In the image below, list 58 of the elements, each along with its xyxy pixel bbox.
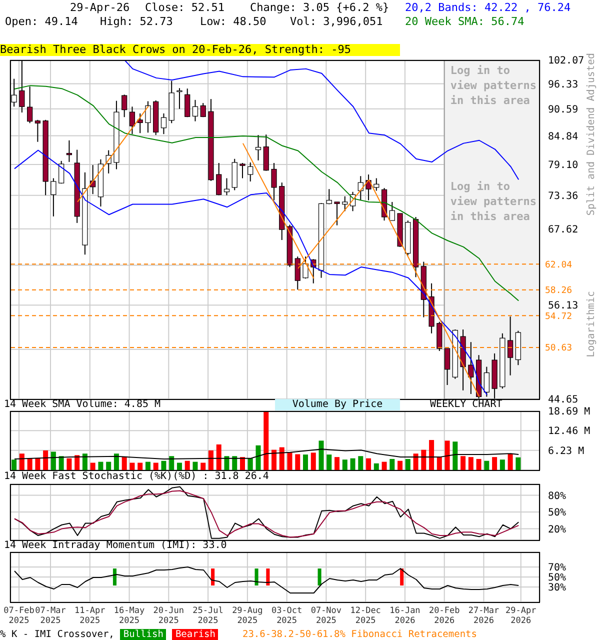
ref-line-label: 54.72 — [545, 312, 572, 322]
chart-title: 14 Week Fast Stochastic (%K)(%D) : 31.8 26.4 — [4, 471, 269, 483]
ref-line-label: 50.63 — [545, 344, 572, 354]
y-tick-label: 67.62 — [548, 224, 578, 236]
y-tick-label: 79.10 — [548, 160, 578, 172]
x-tick-label: 29-Apr 2026 — [506, 606, 536, 626]
text: Vol: 3,996,051 — [290, 15, 383, 28]
text: Bearish Three Black Crows on 20-Feb-26, Strength: -95 — [0, 43, 400, 56]
x-tick-label: 20-Jun 2025 — [153, 606, 184, 626]
x-tick-label: 07-Mar 2025 — [35, 606, 66, 626]
y-axis-title: Split and Dividend Adjusted — [586, 53, 598, 216]
y-tick-label: 73.36 — [548, 190, 578, 202]
y-tick-label: 20% — [548, 524, 566, 536]
ref-line-label: 58.26 — [545, 286, 572, 296]
chart-title: 14 Week SMA Volume: 4.85 M — [4, 399, 161, 411]
y-tick-label: 90.59 — [548, 104, 578, 116]
text: High: 52.73 — [100, 15, 173, 28]
text: Bullish — [120, 628, 166, 640]
x-tick-label: 16-May 2025 — [114, 606, 145, 626]
x-tick-label: 11-Apr 2025 — [74, 606, 106, 626]
text: Low: 48.50 — [200, 15, 266, 28]
x-tick-label: 16-Jan 2026 — [390, 606, 420, 626]
ref-line-label: 62.04 — [545, 260, 572, 270]
text: Open: 49.14 — [5, 15, 78, 28]
band-label: Log in to view patterns in this area — [450, 64, 536, 107]
y-tick-label: 44.65 — [548, 394, 578, 406]
y-tick-label: 102.07 — [548, 56, 584, 67]
x-tick-label: 12-Dec 2025 — [350, 606, 381, 626]
x-tick-label: 29-Aug 2025 — [232, 606, 263, 626]
annotation: Volume By Price — [275, 399, 400, 411]
x-tick-label: 07-Feb 2025 — [4, 606, 34, 626]
y-tick-label: 84.84 — [548, 131, 578, 142]
y-tick-label: 70% — [548, 562, 566, 574]
text: Change: 3.05 {+6.2 %} — [250, 1, 390, 14]
y-tick-label: 18.69 M — [548, 406, 590, 418]
text: 29-Apr-26 — [70, 1, 130, 14]
y-tick-label: 6.23 M — [548, 446, 584, 457]
y-tick-label: 50% — [548, 572, 566, 584]
y-tick-label: 96.33 — [548, 79, 578, 90]
x-tick-label: 07-Nov 2025 — [310, 606, 342, 626]
x-tick-label: 03-Oct 2025 — [271, 606, 302, 626]
y-tick-label: 12.46 M — [548, 426, 590, 438]
text: Logarithmic — [586, 291, 598, 358]
annotation: Log in to view patterns in this area — [450, 180, 536, 223]
annotation: WEEKLY CHART — [430, 399, 502, 411]
text: % K - IMI Crossover, — [0, 628, 114, 640]
y-tick-label: 50% — [548, 508, 566, 519]
y-tick-label: 80% — [548, 490, 566, 502]
text: Bearish — [172, 628, 218, 640]
text: Close: 52.51 — [145, 1, 224, 14]
x-tick-label: 25-Jul 2025 — [192, 606, 224, 626]
y-tick-label: 56.13 — [548, 300, 578, 312]
text: 20,2 Bands: 42.22 , 76.24 — [405, 1, 571, 14]
x-tick-label: 20-Feb 2026 — [428, 606, 460, 626]
y-tick-label: 30% — [548, 582, 566, 594]
text: 23.6-38.2-50-61.8% Fibonacci Retracements — [242, 628, 477, 640]
x-tick-label: 27-Mar 2026 — [468, 606, 500, 626]
text: 20 Week SMA: 56.74 — [405, 15, 524, 28]
